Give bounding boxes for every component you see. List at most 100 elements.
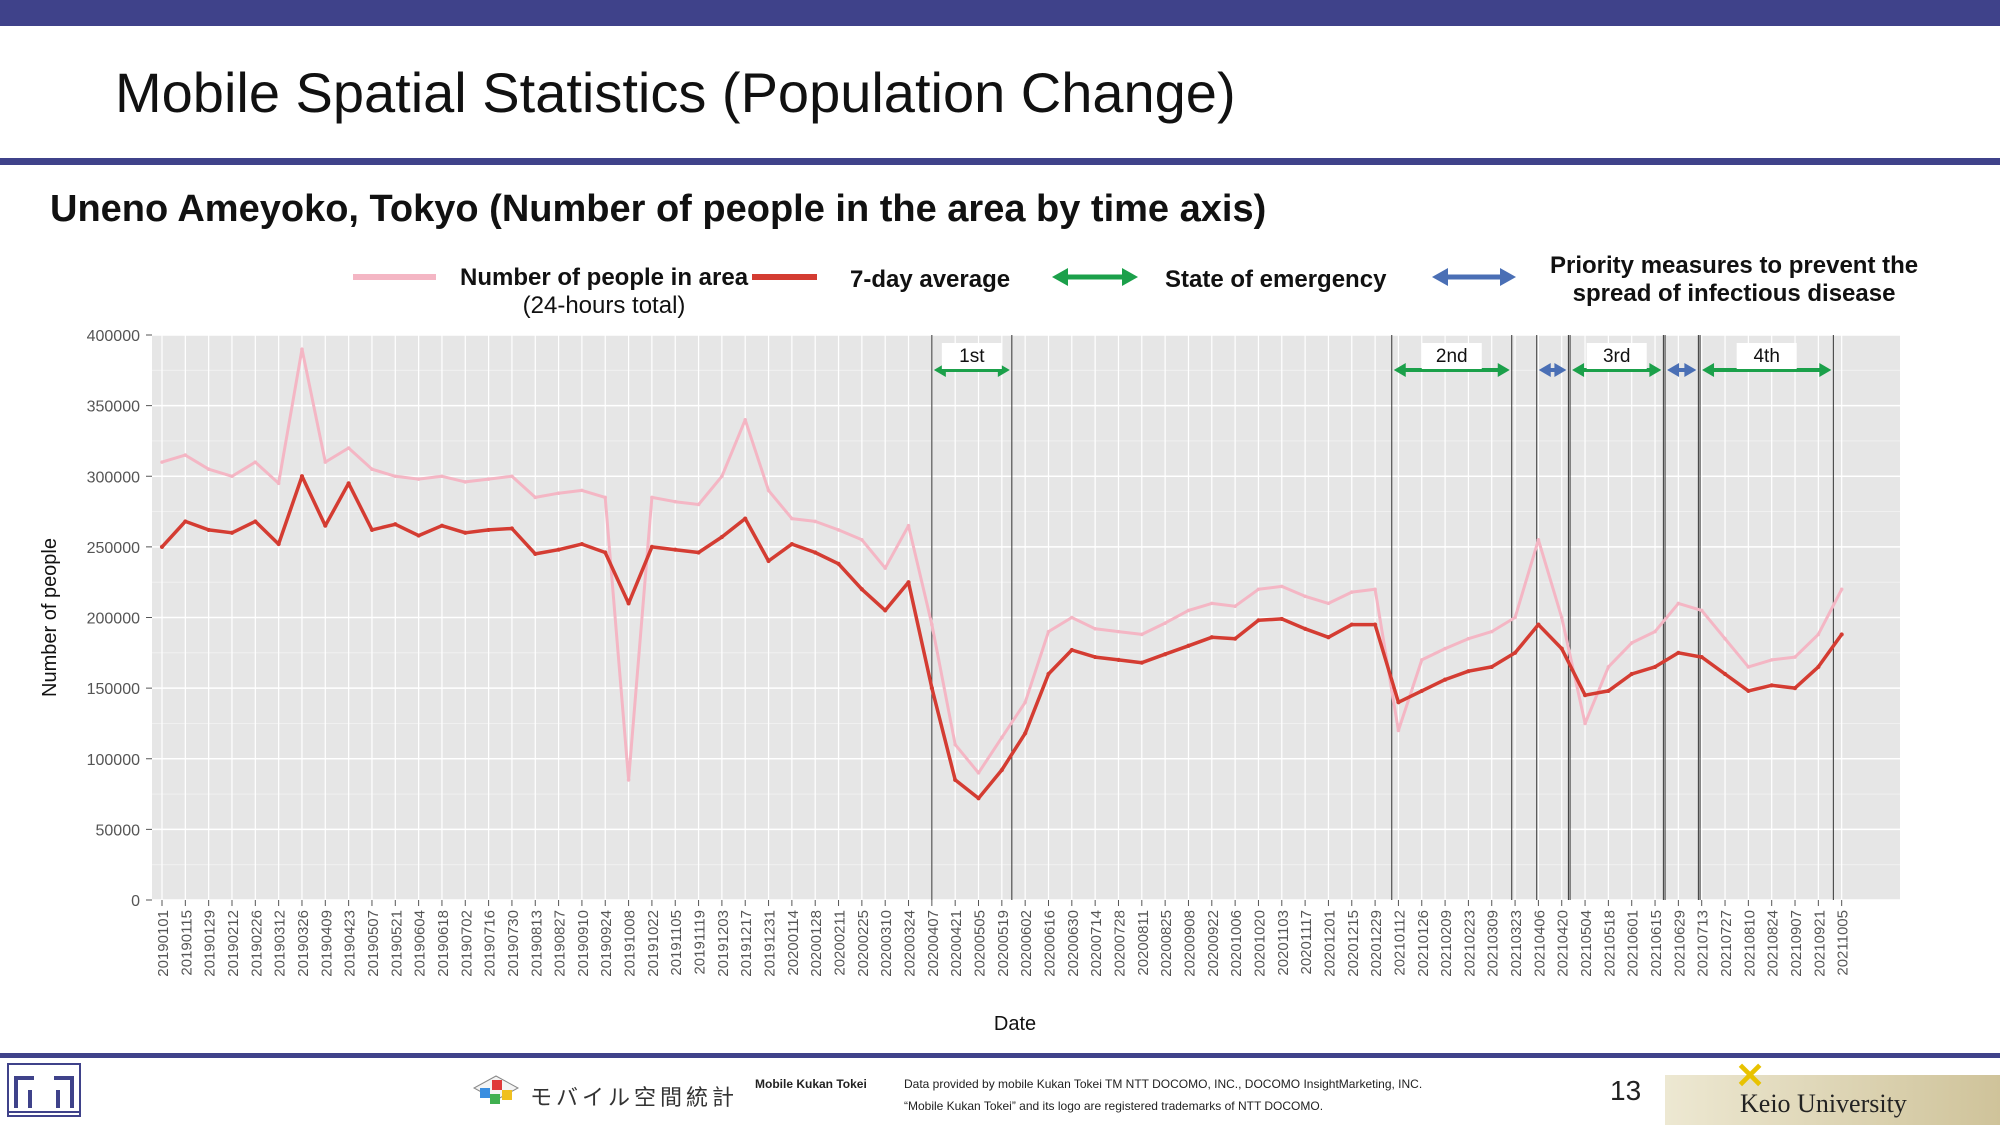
seven-day-average-series-point [486, 527, 491, 533]
seven-day-average-series-point [743, 516, 748, 521]
seven-day-average-series-point [813, 550, 818, 555]
title-divider [0, 158, 2000, 165]
daily-count-series-point [1769, 658, 1774, 662]
x-tick-label: 20210504 [1578, 910, 1595, 977]
seven-day-average-series-point [1256, 618, 1261, 623]
seven-day-average-series-point [1606, 688, 1611, 694]
seven-day-average-series-point [579, 541, 585, 547]
daily-count-series-point [1489, 629, 1494, 634]
cube-icon [472, 1075, 520, 1104]
x-tick-label: 20200630 [1065, 910, 1082, 977]
x-tick-label: 20201215 [1345, 910, 1362, 977]
x-tick-label: 20190924 [598, 910, 615, 977]
seven-day-average-series-point [1489, 664, 1494, 670]
daily-count-series-point [1233, 604, 1237, 608]
x-tick-label: 20200310 [878, 910, 895, 977]
legend-avg-label: 7-day average [850, 266, 1011, 293]
seven-day-average-series-point [1442, 677, 1448, 682]
period-label: 4th [1753, 346, 1779, 367]
y-tick-label: 250000 [87, 540, 140, 557]
seven-day-average-series-point [603, 550, 608, 555]
daily-count-series-point [906, 523, 911, 528]
seven-day-average-series-point [299, 474, 305, 479]
daily-count-series-point [1746, 665, 1751, 669]
mobile-kukan-tokei-logo: モバイル空間統計 [466, 1072, 766, 1112]
daily-count-series-point [790, 516, 794, 521]
period-arrow-head [1702, 363, 1715, 377]
x-tick-label: 20210223 [1461, 910, 1478, 977]
daily-count-series-point [1723, 636, 1727, 641]
page-number: 13 [1610, 1075, 1642, 1106]
seven-day-average-series-point [1769, 683, 1774, 688]
daily-count-series-point [743, 417, 748, 422]
period-arrow-head [1667, 363, 1680, 377]
period-arrow-head [1684, 363, 1697, 377]
seven-day-average-series-point [1536, 622, 1541, 627]
x-tick-label: 20190813 [528, 910, 545, 977]
seven-day-average-series-point [1303, 626, 1308, 631]
y-tick-label: 0 [131, 893, 140, 910]
x-tick-label: 20210615 [1648, 910, 1665, 977]
seven-day-average-series-point [1699, 654, 1704, 660]
seven-day-average-series-point [346, 481, 351, 486]
seven-day-average-series-point [533, 551, 538, 557]
y-tick-label: 200000 [87, 611, 140, 628]
daily-count-series-point [1629, 641, 1634, 645]
daily-count-series-point [1443, 646, 1447, 651]
daily-count-series-point [1513, 615, 1517, 620]
seven-day-average-series-point [1093, 654, 1098, 660]
daily-count-series-point [1839, 587, 1844, 592]
x-tick-label: 20191008 [622, 910, 639, 977]
x-tick-label: 20190702 [458, 910, 475, 977]
seven-day-average-series-point [1816, 664, 1821, 670]
daily-count-series-point [486, 477, 491, 481]
x-tick-label: 20201201 [1321, 910, 1338, 977]
daily-count-series-point [1326, 601, 1331, 606]
x-tick-label: 20210323 [1508, 910, 1525, 977]
seven-day-average-series-point [719, 534, 724, 540]
daily-count-series-point [813, 519, 818, 524]
seven-day-average-series-point [626, 601, 631, 606]
university-name: Keio University [1740, 1089, 1907, 1118]
daily-count-series-point [556, 491, 561, 495]
legend-priority-label: Priority measures to prevent the spread … [1550, 252, 1919, 307]
period-label: 1st [959, 346, 985, 367]
x-tick-label: 20190226 [248, 910, 265, 977]
x-tick-label: 20191203 [715, 910, 732, 977]
daily-count-series-point [1116, 629, 1121, 634]
seven-day-average-series-point [1116, 657, 1121, 662]
daily-count-series-point [1023, 700, 1027, 705]
seven-day-average-series-point [1186, 643, 1191, 648]
x-tick-label: 20190716 [482, 910, 499, 977]
x-tick-label: 20210518 [1601, 910, 1618, 977]
population-chart: 0 50000 100000 150000 200000 250000 300000 3500… [39, 328, 1900, 1035]
credit-line-2: “Mobile Kukan Tokei” and its logo are re… [904, 1099, 1324, 1113]
seven-day-average-series-point [1349, 622, 1354, 627]
seven-day-average-series-point [1466, 669, 1471, 674]
daily-count-series-point [1209, 601, 1214, 606]
y-tick-label: 50000 [96, 822, 141, 839]
period-arrow-head [1538, 363, 1551, 377]
top-bar [0, 0, 2000, 26]
daily-count-series-point [976, 771, 981, 775]
period-label-box [1736, 343, 1797, 369]
x-tick-label: 20201103 [1275, 910, 1292, 976]
daily-count-series-point [1070, 615, 1074, 620]
x-tick-label: 20201006 [1228, 910, 1245, 977]
x-tick-label: 20210629 [1671, 910, 1688, 977]
x-tick-label: 20200825 [1158, 910, 1175, 977]
x-tick-label: 20190521 [388, 910, 405, 977]
x-axis-title: Date [994, 1013, 1036, 1035]
x-tick-label: 20200519 [995, 910, 1012, 977]
y-tick-label: 150000 [87, 681, 140, 698]
period-arrow-head [1554, 363, 1567, 377]
y-axis-title: Number of people [39, 538, 61, 697]
period-label-box [1586, 343, 1647, 369]
period-arrow-head [1649, 363, 1662, 377]
daily-count-series-point [346, 446, 351, 450]
seven-day-average-series-point [1396, 700, 1401, 705]
daily-count-series-point [230, 474, 234, 479]
x-tick-label: 20200324 [902, 910, 919, 977]
x-tick-label: 20210406 [1531, 910, 1548, 977]
period-arrow-head [1572, 363, 1585, 377]
